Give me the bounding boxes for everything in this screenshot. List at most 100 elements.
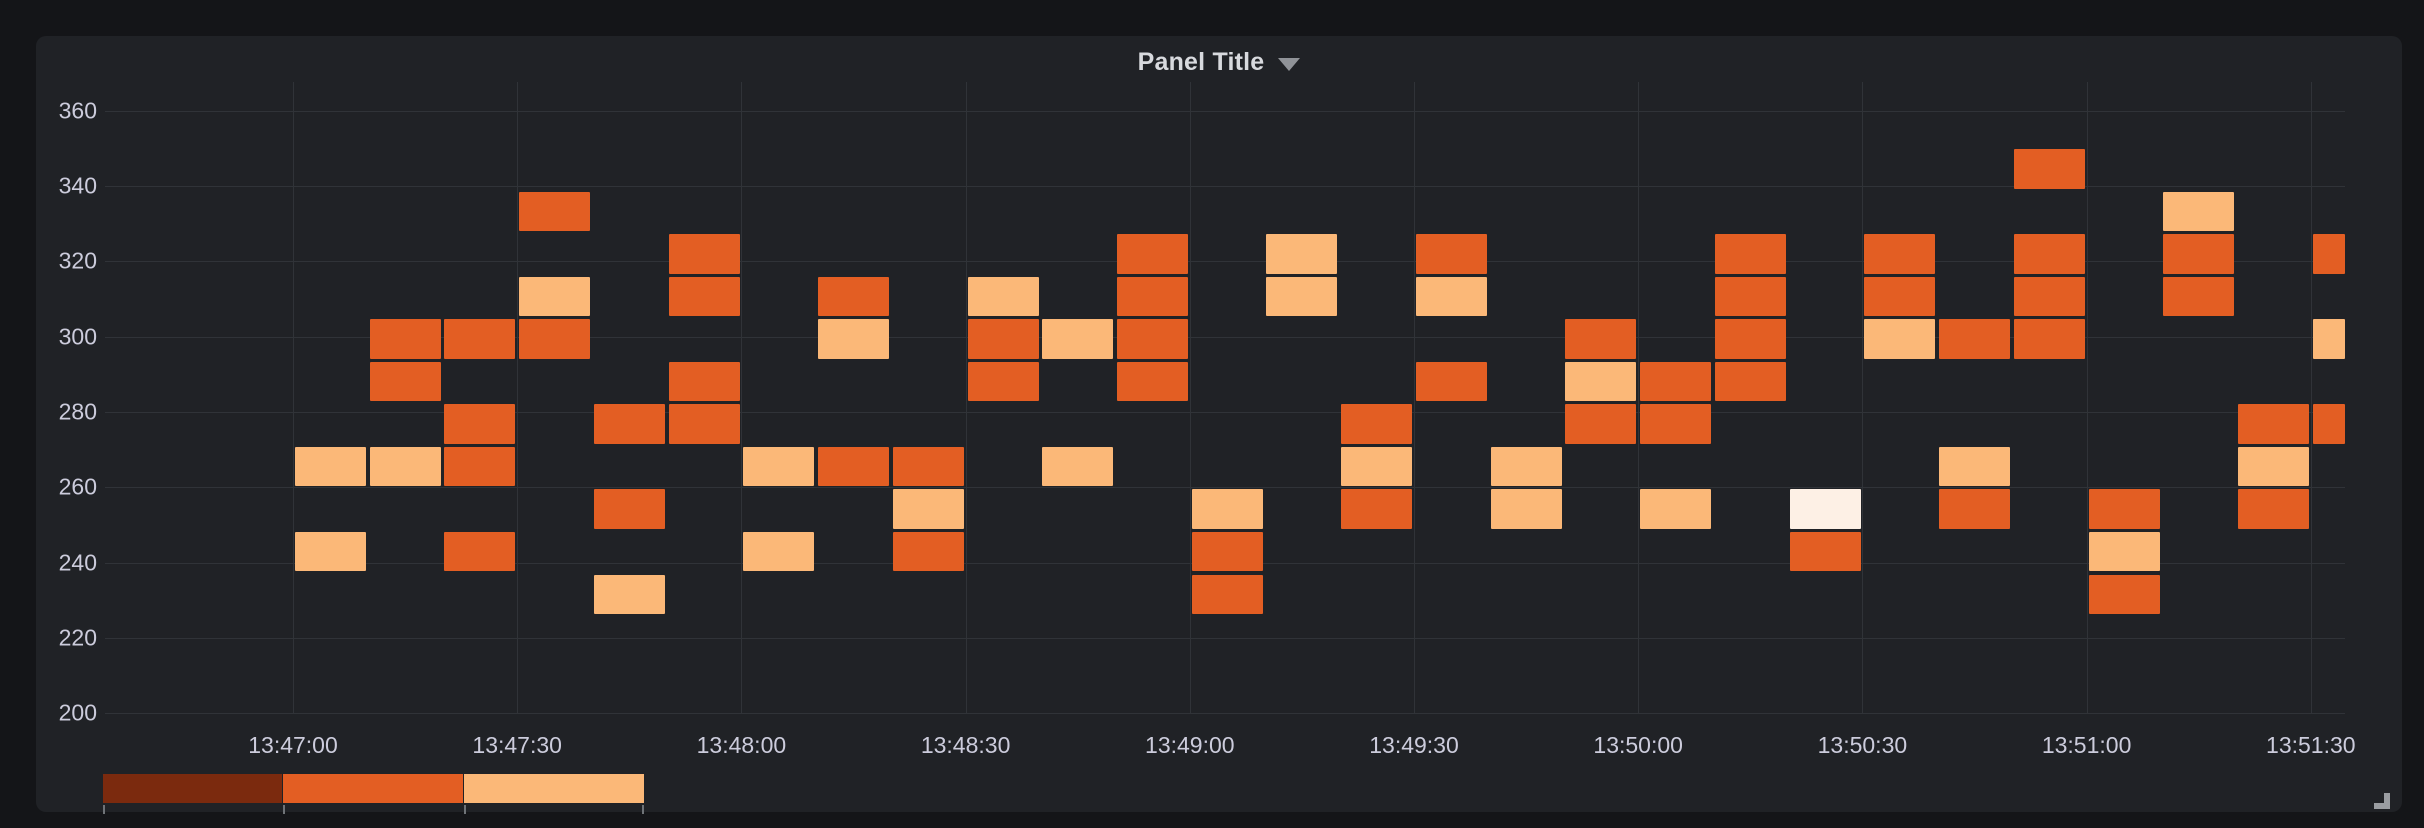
heatmap-cell[interactable] xyxy=(2088,531,2160,572)
heatmap-cell[interactable] xyxy=(743,531,815,572)
y-gridline xyxy=(105,411,2345,413)
heatmap-cell[interactable] xyxy=(1939,446,2011,487)
heatmap-cell[interactable] xyxy=(1117,319,1189,359)
heatmap-cell[interactable] xyxy=(1042,319,1114,359)
heatmap-cell[interactable] xyxy=(2163,191,2235,232)
heatmap-cell[interactable] xyxy=(1415,361,1487,402)
heatmap-cell[interactable] xyxy=(1864,276,1936,317)
heatmap-cell[interactable] xyxy=(1266,276,1338,317)
heatmap-cell[interactable] xyxy=(2088,489,2160,529)
heatmap-cell[interactable] xyxy=(1939,319,2011,359)
heatmap-cell[interactable] xyxy=(1415,234,1487,274)
heatmap-cell[interactable] xyxy=(2312,319,2345,359)
heatmap-cell[interactable] xyxy=(444,319,516,359)
heatmap-cell[interactable] xyxy=(519,191,591,232)
heatmap-cell[interactable] xyxy=(593,404,665,444)
heatmap-cell[interactable] xyxy=(295,446,366,487)
legend-tick xyxy=(283,805,286,814)
heatmap-cell[interactable] xyxy=(1864,234,1936,274)
heatmap-cell[interactable] xyxy=(1714,234,1786,274)
heatmap-cell[interactable] xyxy=(593,489,665,529)
heatmap-cell[interactable] xyxy=(444,531,516,572)
heatmap-cell[interactable] xyxy=(1191,489,1263,529)
heatmap-cell[interactable] xyxy=(1640,361,1712,402)
heatmap-cell[interactable] xyxy=(444,446,516,487)
heatmap-cell[interactable] xyxy=(2237,446,2309,487)
y-gridline xyxy=(105,261,2345,263)
heatmap-cell[interactable] xyxy=(1191,574,1263,614)
heatmap-cell[interactable] xyxy=(1864,319,1936,359)
heatmap-cell[interactable] xyxy=(1266,234,1338,274)
heatmap-cell[interactable] xyxy=(295,531,366,572)
x-gridline xyxy=(2310,82,2312,714)
heatmap-cell[interactable] xyxy=(1341,489,1413,529)
heatmap-cell[interactable] xyxy=(1191,531,1263,572)
panel-header[interactable]: Panel Title xyxy=(36,36,2402,88)
chevron-down-icon[interactable] xyxy=(1278,57,1301,71)
heatmap-cell[interactable] xyxy=(1117,361,1189,402)
heatmap-cell[interactable] xyxy=(2013,276,2085,317)
heatmap-cell[interactable] xyxy=(1341,404,1413,444)
heatmap-cell[interactable] xyxy=(1789,531,1861,572)
heatmap-cell[interactable] xyxy=(1565,361,1637,402)
heatmap-cell[interactable] xyxy=(668,234,740,274)
heatmap-cell[interactable] xyxy=(593,574,665,614)
heatmap-cell[interactable] xyxy=(1490,489,1562,529)
heatmap-cell[interactable] xyxy=(2013,319,2085,359)
heatmap-cell[interactable] xyxy=(1640,489,1712,529)
heatmap-cell[interactable] xyxy=(818,276,890,317)
heatmap-cell[interactable] xyxy=(1117,234,1189,274)
heatmap-cell[interactable] xyxy=(519,319,591,359)
heatmap-cell[interactable] xyxy=(369,319,441,359)
y-gridline xyxy=(105,713,2345,715)
heatmap-cell[interactable] xyxy=(519,276,591,317)
y-axis-tick-label: 320 xyxy=(58,247,97,274)
heatmap-cell[interactable] xyxy=(1565,404,1637,444)
x-gridline xyxy=(2086,82,2088,714)
heatmap-cell[interactable] xyxy=(2312,404,2345,444)
heatmap-cell[interactable] xyxy=(2013,234,2085,274)
y-axis-tick-label: 340 xyxy=(58,172,97,199)
heatmap-cell[interactable] xyxy=(668,404,740,444)
heatmap-cell[interactable] xyxy=(967,361,1039,402)
heatmap-cell[interactable] xyxy=(668,361,740,402)
heatmap-cell[interactable] xyxy=(2237,404,2309,444)
heatmap-cell[interactable] xyxy=(1565,319,1637,359)
heatmap-cell[interactable] xyxy=(892,446,964,487)
panel-resize-handle[interactable] xyxy=(2368,787,2390,809)
heatmap-cell[interactable] xyxy=(369,446,441,487)
heatmap-cell[interactable] xyxy=(743,446,815,487)
heatmap-cell[interactable] xyxy=(2312,234,2345,274)
heatmap-cell[interactable] xyxy=(1714,319,1786,359)
heatmap-cell[interactable] xyxy=(1714,276,1786,317)
heatmap-cell[interactable] xyxy=(818,446,890,487)
heatmap-cell[interactable] xyxy=(2163,234,2235,274)
heatmap-cell[interactable] xyxy=(1714,361,1786,402)
heatmap-cell[interactable] xyxy=(967,276,1039,317)
heatmap-cell[interactable] xyxy=(1490,446,1562,487)
x-axis-tick-label: 13:47:30 xyxy=(472,732,562,758)
heatmap-cell[interactable] xyxy=(444,404,516,444)
heatmap-cell[interactable] xyxy=(1789,489,1861,529)
heatmap-plot: 360 340 320 300 280 260 240 220 200 13:47:00 13:47… xyxy=(36,36,2402,812)
y-axis-tick-label: 260 xyxy=(58,473,97,500)
heatmap-cell[interactable] xyxy=(892,489,964,529)
heatmap-cell[interactable] xyxy=(2163,276,2235,317)
heatmap-cell[interactable] xyxy=(1640,404,1712,444)
heatmap-cell[interactable] xyxy=(2013,149,2085,189)
x-gridline xyxy=(1189,82,1191,714)
heatmap-cell[interactable] xyxy=(1939,489,2011,529)
heatmap-cell[interactable] xyxy=(2088,574,2160,614)
heatmap-cell[interactable] xyxy=(818,319,890,359)
heatmap-cell[interactable] xyxy=(1341,446,1413,487)
heatmap-cell[interactable] xyxy=(1415,276,1487,317)
heatmap-cell[interactable] xyxy=(668,276,740,317)
heatmap-cell[interactable] xyxy=(1117,276,1189,317)
heatmap-cell[interactable] xyxy=(369,361,441,402)
heatmap-cell[interactable] xyxy=(2237,489,2309,529)
x-axis-tick-label: 13:49:30 xyxy=(1369,732,1459,758)
heatmap-cell[interactable] xyxy=(967,319,1039,359)
heatmap-cell[interactable] xyxy=(892,531,964,572)
heatmap-cell[interactable] xyxy=(1042,446,1114,487)
legend-tick xyxy=(642,805,644,814)
